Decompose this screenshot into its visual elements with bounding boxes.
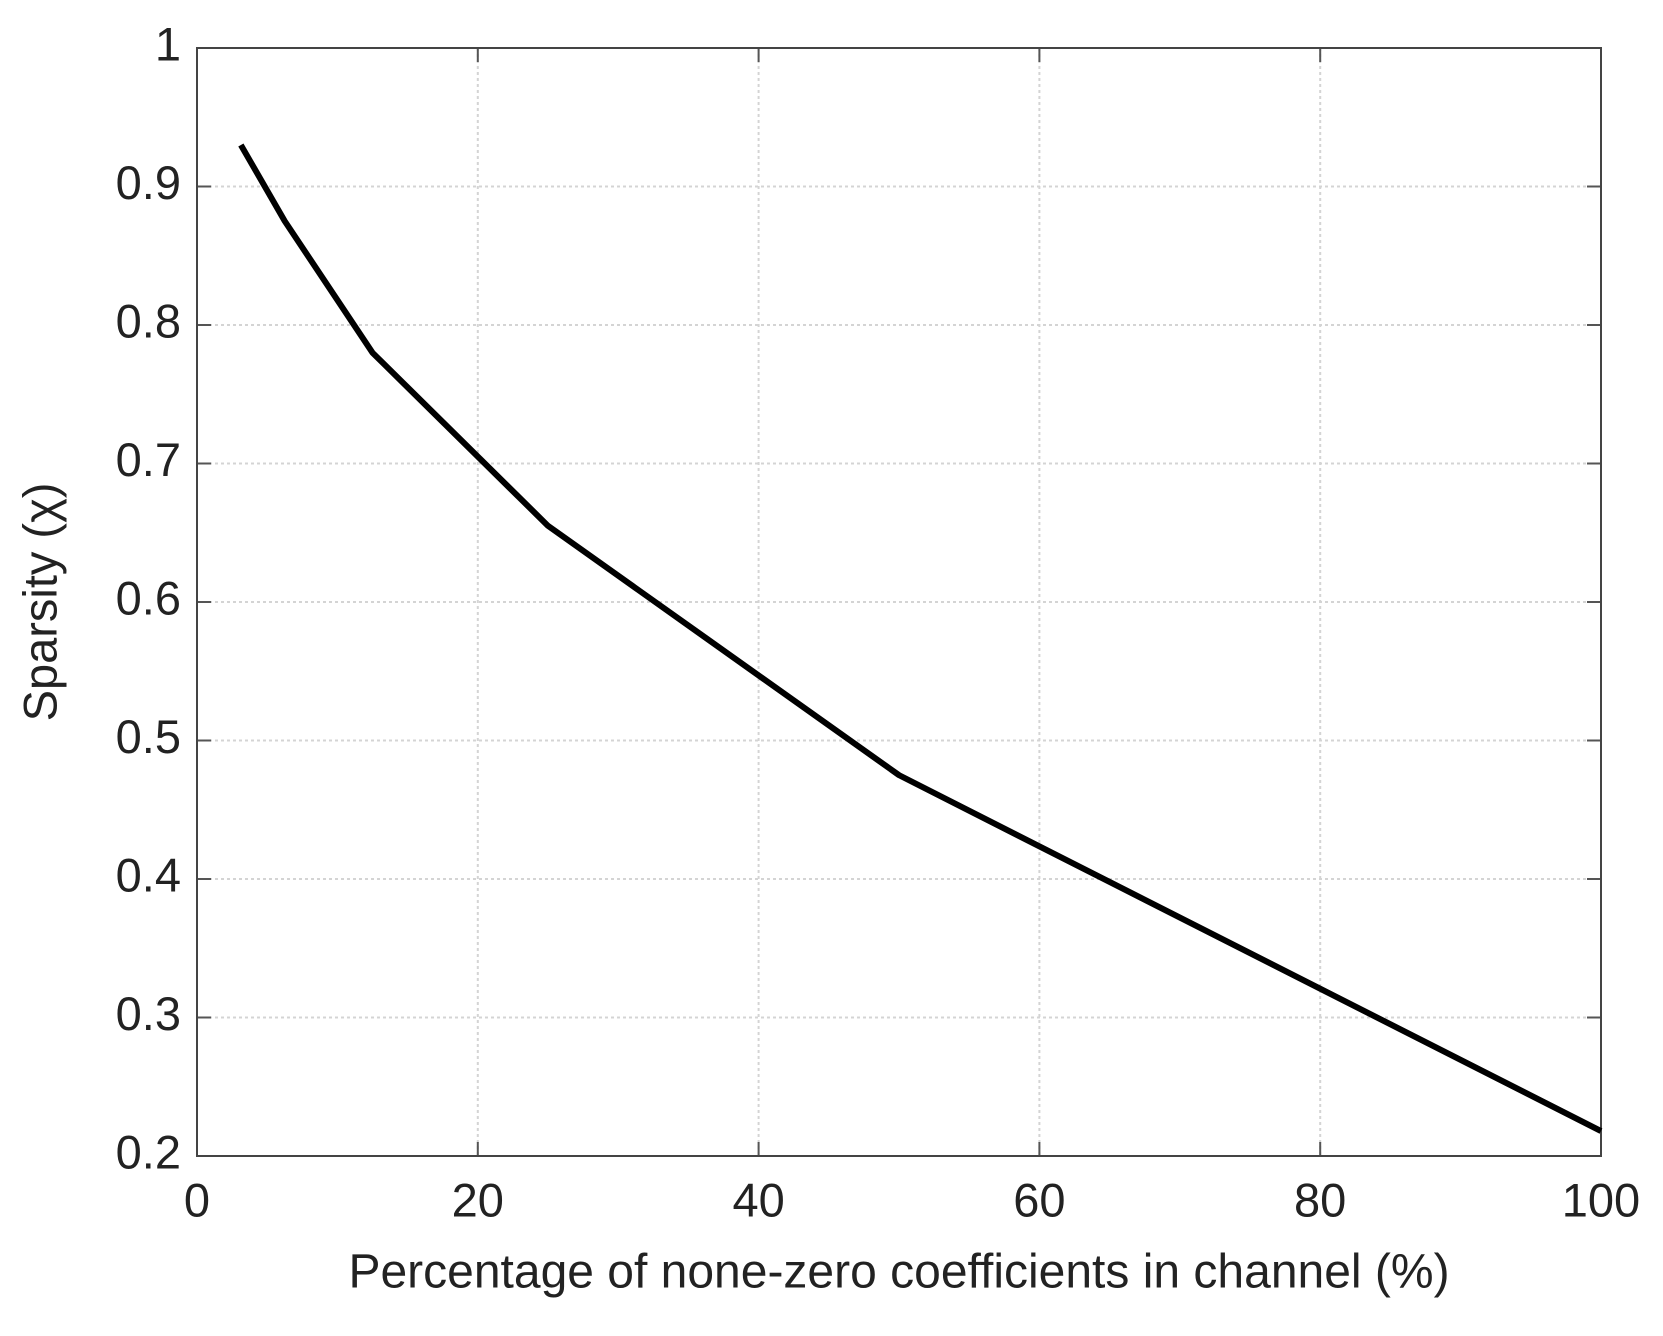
x-tick-label: 40 bbox=[732, 1173, 784, 1226]
x-tick-label: 60 bbox=[1013, 1173, 1065, 1226]
plot-frame bbox=[196, 47, 1602, 1157]
y-tick-label: 0.7 bbox=[116, 433, 181, 486]
x-tick-label: 0 bbox=[184, 1173, 210, 1226]
y-tick-label: 0.3 bbox=[116, 987, 181, 1040]
y-tick-label: 0.6 bbox=[116, 571, 181, 624]
y-tick-label: 1 bbox=[155, 17, 181, 70]
y-tick-label: 0.5 bbox=[116, 710, 181, 763]
x-tick-label: 20 bbox=[452, 1173, 504, 1226]
y-axis-label: Sparsity (χ) bbox=[13, 483, 66, 722]
y-tick-label: 0.9 bbox=[116, 156, 181, 209]
data-line bbox=[238, 143, 1603, 1134]
x-tick-label: 80 bbox=[1294, 1173, 1346, 1226]
x-tick-label: 100 bbox=[1562, 1173, 1640, 1226]
y-tick-label: 0.4 bbox=[116, 848, 181, 901]
y-tick-label: 0.8 bbox=[116, 294, 181, 347]
x-axis-label: Percentage of none-zero coefficients in … bbox=[348, 1246, 1449, 1299]
y-tick-label: 0.2 bbox=[116, 1125, 181, 1178]
